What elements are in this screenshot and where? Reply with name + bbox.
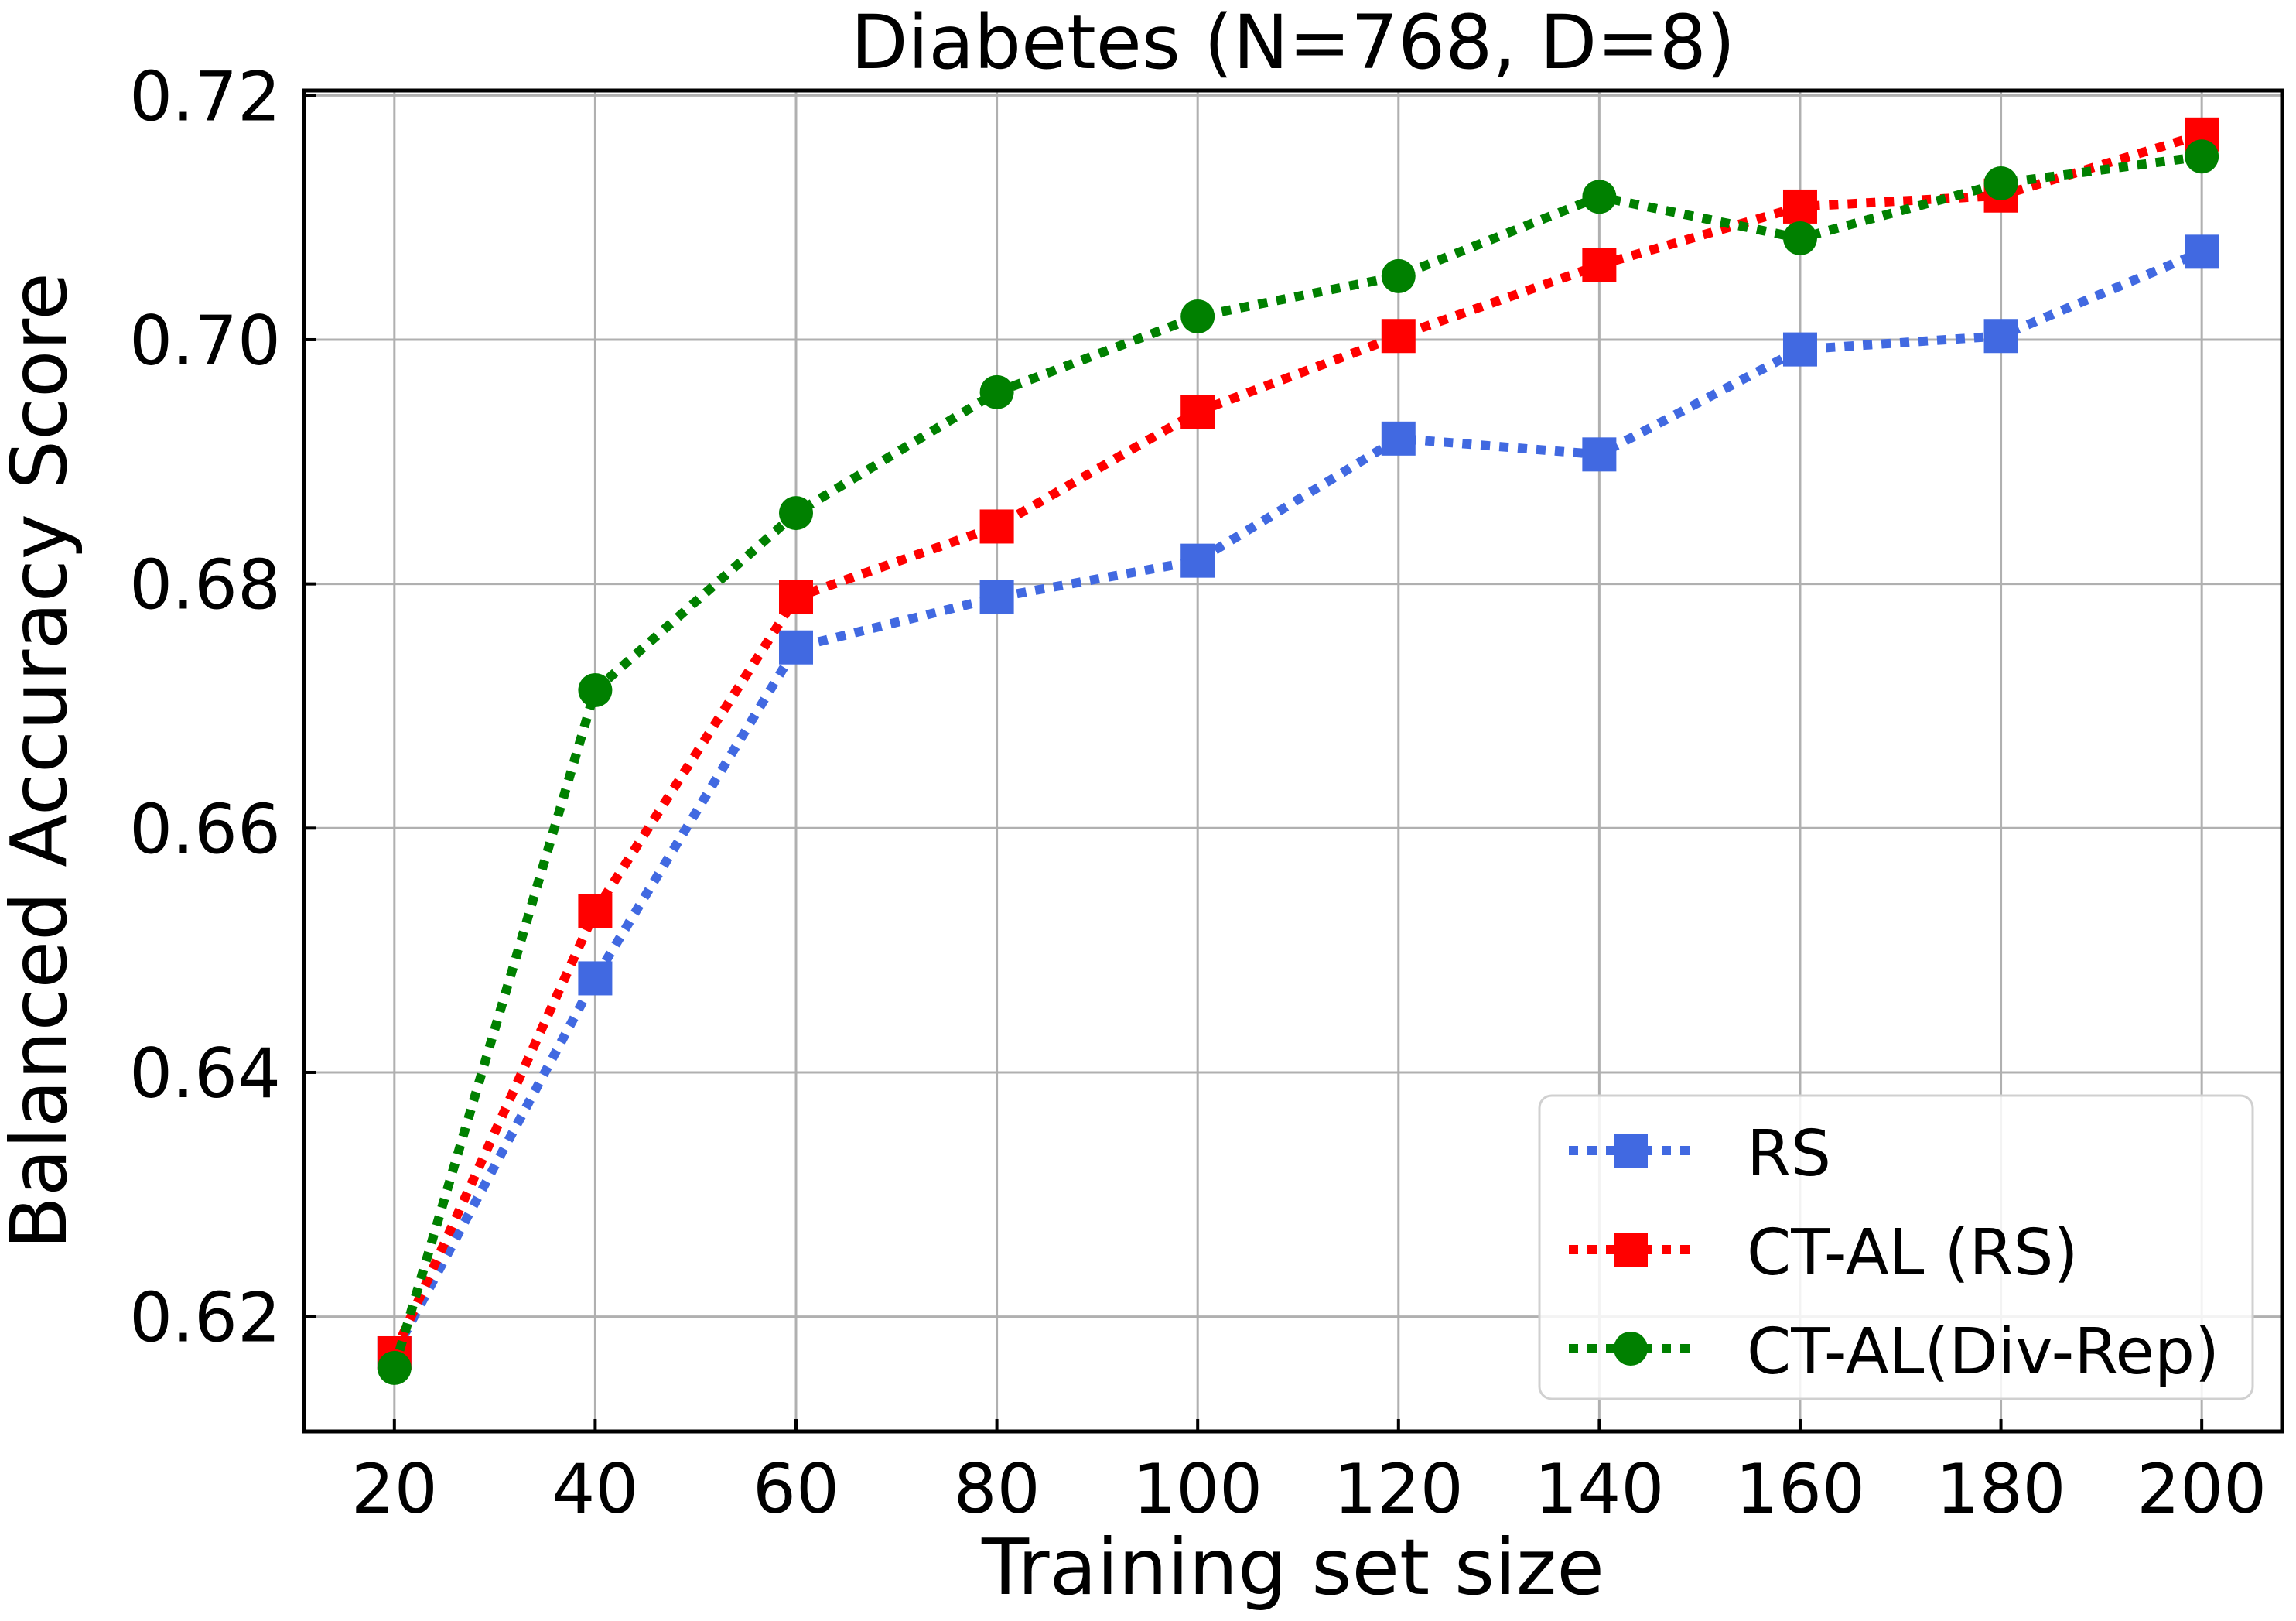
y-tick-label: 0.68 <box>129 545 281 625</box>
data-point <box>1782 332 1817 367</box>
y-tick-label: 0.62 <box>129 1278 281 1358</box>
data-point <box>979 509 1014 544</box>
data-point <box>1180 543 1215 578</box>
series-line <box>390 247 2204 1356</box>
x-axis-label: Training set size <box>981 1522 1604 1612</box>
data-point <box>1782 221 1817 255</box>
series-2 <box>377 139 2219 1385</box>
series-layer <box>377 117 2219 1385</box>
data-point <box>979 374 1014 409</box>
y-axis-label: Balanced Accuracy Score <box>0 272 84 1250</box>
data-point <box>1381 421 1416 456</box>
legend-label: CT-AL(Div-Rep) <box>1747 1315 2219 1389</box>
data-point <box>2185 234 2219 269</box>
ticks: 20 40 60 80 100 120 140 160 180 200 0.62 0.64 0.66 0.… <box>129 56 2267 1529</box>
data-point <box>1180 395 1215 429</box>
data-point <box>1381 258 1416 293</box>
x-tick-label: 20 <box>351 1449 438 1529</box>
data-point <box>779 580 814 615</box>
x-tick-label: 200 <box>2137 1449 2267 1529</box>
x-tick-label: 100 <box>1133 1449 1262 1529</box>
x-tick-label: 80 <box>954 1449 1040 1529</box>
data-point <box>1983 166 2018 200</box>
y-tick-label: 0.64 <box>129 1034 281 1113</box>
data-point <box>779 496 814 531</box>
legend-box <box>1538 1094 2254 1400</box>
data-point <box>979 580 1014 615</box>
legend-entry: CT-AL (RS) <box>1569 1216 2078 1290</box>
data-point <box>1381 319 1416 354</box>
x-tick-label: 40 <box>552 1449 638 1529</box>
x-tick-label: 180 <box>1936 1449 2066 1529</box>
legend-label: CT-AL (RS) <box>1747 1216 2078 1290</box>
data-point <box>578 961 613 996</box>
series-line <box>390 152 2202 1370</box>
x-tick-label: 60 <box>753 1449 839 1529</box>
data-point <box>578 894 613 928</box>
data-point <box>578 672 613 707</box>
y-tick-label: 0.66 <box>129 789 281 869</box>
legend-marker <box>1614 1332 1648 1366</box>
legend-entry: RS <box>1569 1117 1831 1191</box>
y-tick-label: 0.70 <box>129 301 281 381</box>
data-point <box>1782 189 1817 224</box>
data-point <box>1582 248 1617 282</box>
data-point <box>377 1350 412 1385</box>
legend-marker <box>1614 1233 1648 1267</box>
x-tick-label: 120 <box>1334 1449 1464 1529</box>
data-point <box>1180 299 1215 333</box>
legend-entry: CT-AL(Div-Rep) <box>1569 1315 2219 1389</box>
data-point <box>1582 437 1617 472</box>
x-tick-label: 160 <box>1735 1449 1865 1529</box>
data-point <box>1983 319 2018 354</box>
x-tick-label: 140 <box>1534 1449 1664 1529</box>
series-line <box>390 130 2203 1356</box>
legend-marker <box>1614 1134 1648 1168</box>
data-point <box>1582 180 1617 214</box>
legend: RS CT-AL (RS) CT-AL(Div-Rep) <box>1538 1094 2254 1400</box>
data-point <box>2185 139 2219 174</box>
chart-title: Diabetes (N=768, D=8) <box>851 0 1736 86</box>
legend-label: RS <box>1747 1117 1831 1191</box>
y-tick-label: 0.72 <box>129 56 281 136</box>
data-point <box>779 630 814 665</box>
axes-frame <box>302 88 2284 1434</box>
